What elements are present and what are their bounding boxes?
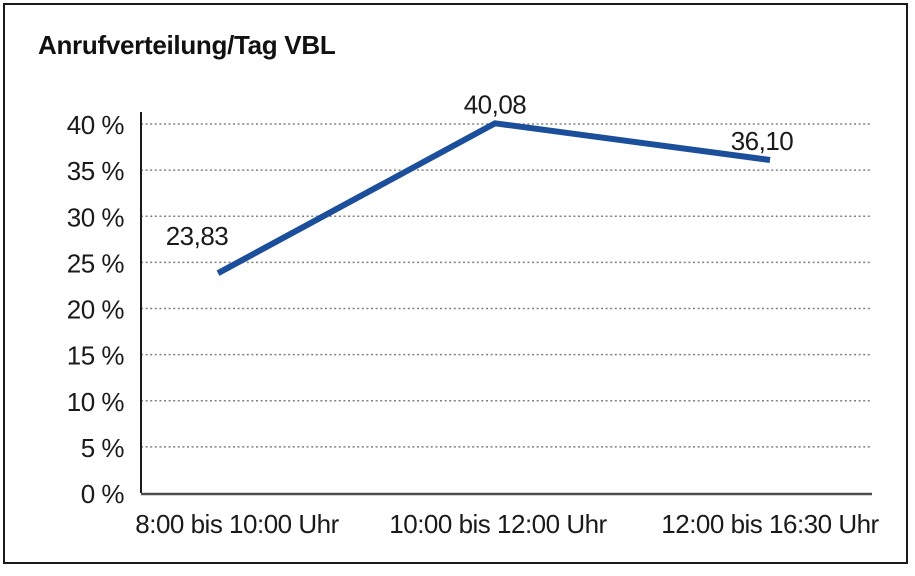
x-tick-label: 10:00 bis 12:00 Uhr — [389, 509, 607, 539]
chart-frame — [3, 3, 908, 564]
y-tick-label: 10 % — [67, 387, 125, 417]
y-tick-label: 15 % — [67, 341, 125, 371]
chart-title: Anrufverteilung/Tag VBL — [38, 30, 336, 60]
point-label: 36,10 — [731, 126, 794, 156]
series-line — [216, 120, 771, 276]
y-tick-label: 0 % — [81, 479, 125, 509]
y-tick-label: 30 % — [67, 202, 125, 232]
x-tick-label: 8:00 bis 10:00 Uhr — [135, 509, 339, 539]
y-tick-label: 35 % — [67, 156, 125, 186]
point-label: 40,08 — [464, 89, 527, 119]
y-tick-label: 5 % — [81, 433, 125, 463]
y-tick-label: 20 % — [67, 295, 125, 325]
y-tick-label: 25 % — [67, 248, 125, 278]
y-tick-label: 40 % — [67, 110, 125, 140]
point-label: 23,83 — [166, 221, 229, 251]
x-tick-label: 12:00 bis 16:30 Uhr — [661, 509, 879, 539]
